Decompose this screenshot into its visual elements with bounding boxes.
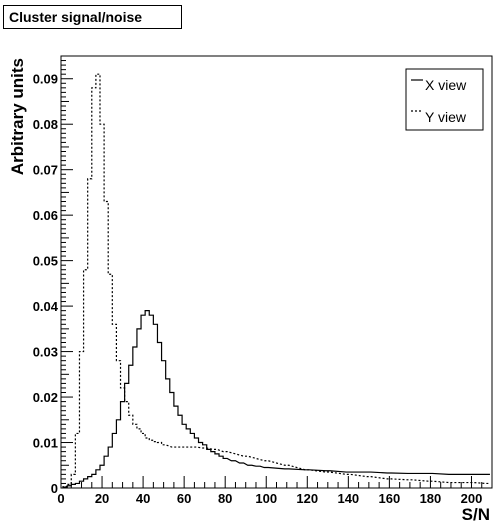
x-tick-label: 180 xyxy=(420,491,442,506)
series-group xyxy=(62,73,490,488)
series-x-view xyxy=(62,310,490,488)
y-tick-label: 0.09 xyxy=(33,72,58,87)
y-tick-label: 0.05 xyxy=(33,254,58,269)
x-axis: 0 20 40 60 80 100 120 140 160 180 200 xyxy=(57,476,493,506)
y-tick-label: 0.06 xyxy=(33,208,58,223)
x-axis-title: S/N xyxy=(462,505,490,523)
series-y-view xyxy=(62,73,490,488)
y-axis-title: Arbitrary units xyxy=(8,58,27,175)
y-axis: 0 0.01 0.02 0.03 0.04 0.05 0.06 0.07 0.08 0.09 xyxy=(33,55,73,496)
x-tick-label: 140 xyxy=(337,491,359,506)
x-tick-label: 20 xyxy=(95,491,109,506)
x-tick-label: 100 xyxy=(255,491,277,506)
y-tick-label: 0.04 xyxy=(33,299,59,314)
y-tick-label: 0 xyxy=(51,481,58,496)
y-tick-label: 0.08 xyxy=(33,117,58,132)
x-tick-label: 80 xyxy=(218,491,232,506)
x-tick-label: 40 xyxy=(136,491,150,506)
y-tick-label: 0.07 xyxy=(33,163,58,178)
x-tick-label: 60 xyxy=(177,491,191,506)
chart-title-box: Cluster signal/noise xyxy=(3,5,182,29)
legend: X view Y view xyxy=(405,68,484,131)
y-tick-label: 0.01 xyxy=(33,436,58,451)
legend-box xyxy=(405,68,484,131)
x-tick-label: 120 xyxy=(296,491,318,506)
legend-label-y-view: Y view xyxy=(425,109,467,125)
y-tick-label: 0.03 xyxy=(33,345,58,360)
legend-label-x-view: X view xyxy=(425,77,467,93)
x-tick-label: 0 xyxy=(57,491,64,506)
y-tick-label: 0.02 xyxy=(33,390,58,405)
x-tick-label: 160 xyxy=(379,491,401,506)
chart-title: Cluster signal/noise xyxy=(9,9,143,25)
x-tick-label: 200 xyxy=(461,491,483,506)
